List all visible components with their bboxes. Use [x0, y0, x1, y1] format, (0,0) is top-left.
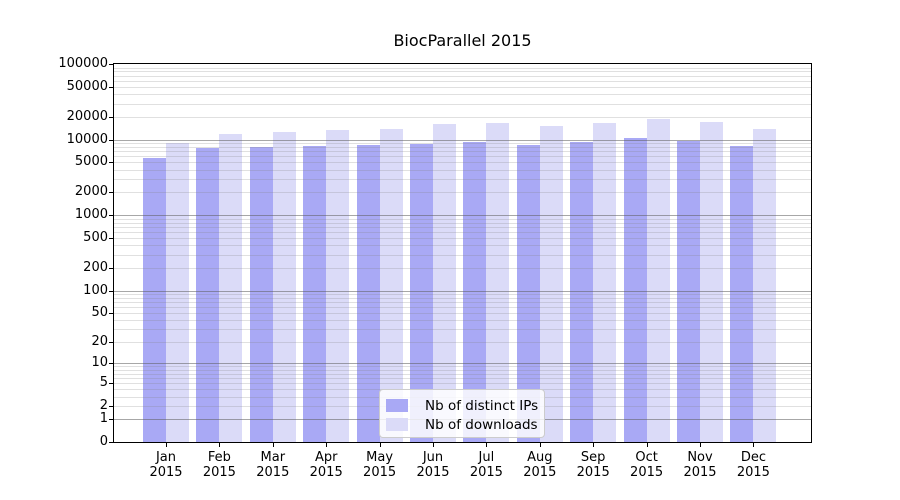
- y-tick-label-100: 100: [83, 282, 108, 298]
- bar-distinct-ips-jul: [463, 141, 487, 442]
- legend-item-distinct-ips: Nb of distinct IPs: [386, 396, 544, 415]
- y-tick-label-100000: 100000: [58, 56, 108, 71]
- legend-label-distinct-ips: Nb of distinct IPs: [425, 397, 539, 414]
- y-tick: [109, 312, 113, 314]
- bar-distinct-ips-apr: [303, 145, 327, 442]
- x-tick: [166, 443, 167, 447]
- chart-title: BiocParallel 2015: [393, 31, 532, 50]
- y-tick: [109, 267, 113, 269]
- y-tick-label-1: 1: [99, 411, 108, 427]
- legend-swatch-distinct-ips: [386, 399, 408, 412]
- y-tick-label-500: 500: [83, 229, 108, 245]
- legend-swatch-downloads: [386, 418, 408, 431]
- y-tick-label-50: 50: [91, 304, 108, 320]
- y-tick: [109, 64, 113, 65]
- bar-downloads-jan: [166, 143, 189, 442]
- bar-downloads-mar: [272, 131, 296, 442]
- legend-label-downloads: Nb of downloads: [425, 416, 538, 433]
- bar-distinct-ips-dec: [730, 146, 754, 442]
- y-tick-label-10: 10: [91, 355, 108, 371]
- y-tick-label-200: 200: [83, 259, 108, 275]
- y-tick: [109, 419, 113, 421]
- bar-downloads-apr: [326, 130, 350, 442]
- y-tick-label-1000: 1000: [74, 207, 108, 223]
- x-tick-label-feb: Feb 2015: [202, 450, 236, 480]
- bar-distinct-ips-may: [356, 145, 380, 442]
- x-tick-label-jun: Jun 2015: [416, 450, 450, 480]
- x-tick: [219, 443, 221, 447]
- bar-distinct-ips-oct: [623, 138, 647, 442]
- bar-downloads-feb: [219, 133, 243, 442]
- x-tick-label-sep: Sep 2015: [576, 450, 610, 480]
- bar-downloads-jun: [433, 124, 456, 442]
- y-tick-label-20000: 20000: [66, 108, 108, 124]
- x-tick-label-mar: Mar 2015: [256, 450, 290, 480]
- bar-downloads-aug: [539, 125, 563, 442]
- y-tick: [109, 139, 113, 141]
- y-tick: [109, 86, 113, 88]
- y-tick-label-10000: 10000: [66, 131, 108, 147]
- bar-downloads-dec: [753, 129, 777, 442]
- x-tick: [700, 443, 701, 447]
- bar-distinct-ips-aug: [516, 144, 540, 442]
- y-tick: [109, 192, 113, 194]
- x-tick: [646, 443, 648, 447]
- bar-distinct-ips-sep: [570, 142, 594, 442]
- y-tick: [109, 342, 113, 343]
- bar-distinct-ips-jan: [143, 158, 166, 442]
- y-tick: [109, 237, 113, 239]
- y-tick-label-5: 5: [99, 375, 108, 391]
- bar-distinct-ips-nov: [677, 140, 700, 442]
- y-tick-label-2000: 2000: [74, 184, 108, 200]
- x-tick-label-jul: Jul 2015: [469, 450, 503, 480]
- x-tick: [593, 443, 595, 447]
- x-tick: [272, 443, 274, 447]
- x-tick-label-jan: Jan 2015: [149, 450, 183, 480]
- x-tick-label-aug: Aug 2015: [523, 450, 557, 480]
- y-tick: [109, 215, 113, 217]
- y-tick: [109, 442, 113, 443]
- x-tick: [539, 443, 541, 447]
- plot-area: Nb of distinct IPs Nb of downloads: [113, 63, 812, 443]
- bar-downloads-jul: [486, 123, 510, 442]
- y-tick-label-5000: 5000: [74, 154, 108, 170]
- y-tick: [109, 405, 113, 407]
- y-tick: [109, 290, 113, 292]
- x-tick-label-oct: Oct 2015: [630, 450, 664, 480]
- bar-distinct-ips-mar: [249, 146, 273, 442]
- x-tick-label-nov: Nov 2015: [683, 450, 717, 480]
- x-tick-label-apr: Apr 2015: [309, 450, 343, 480]
- x-tick-label-dec: Dec 2015: [736, 450, 770, 480]
- bars-layer: [114, 64, 811, 442]
- y-tick-label-50000: 50000: [66, 78, 108, 94]
- bar-downloads-sep: [593, 123, 617, 442]
- bar-downloads-nov: [700, 122, 723, 442]
- bar-distinct-ips-jun: [410, 143, 433, 442]
- y-tick: [109, 116, 113, 118]
- x-tick: [753, 443, 755, 447]
- y-tick-label-2: 2: [99, 397, 108, 413]
- x-tick: [379, 443, 381, 447]
- bar-distinct-ips-feb: [196, 147, 220, 442]
- x-tick: [433, 443, 434, 447]
- legend: Nb of distinct IPs Nb of downloads: [379, 389, 545, 438]
- bar-downloads-oct: [646, 119, 670, 442]
- x-tick: [486, 443, 488, 447]
- y-tick: [109, 383, 113, 385]
- legend-item-downloads: Nb of downloads: [386, 415, 544, 434]
- y-tick: [109, 162, 113, 164]
- y-tick-label-0: 0: [99, 434, 108, 449]
- y-tick-label-20: 20: [91, 334, 108, 349]
- x-tick-label-may: May 2015: [363, 450, 397, 480]
- x-tick: [326, 443, 328, 447]
- y-tick: [109, 363, 113, 365]
